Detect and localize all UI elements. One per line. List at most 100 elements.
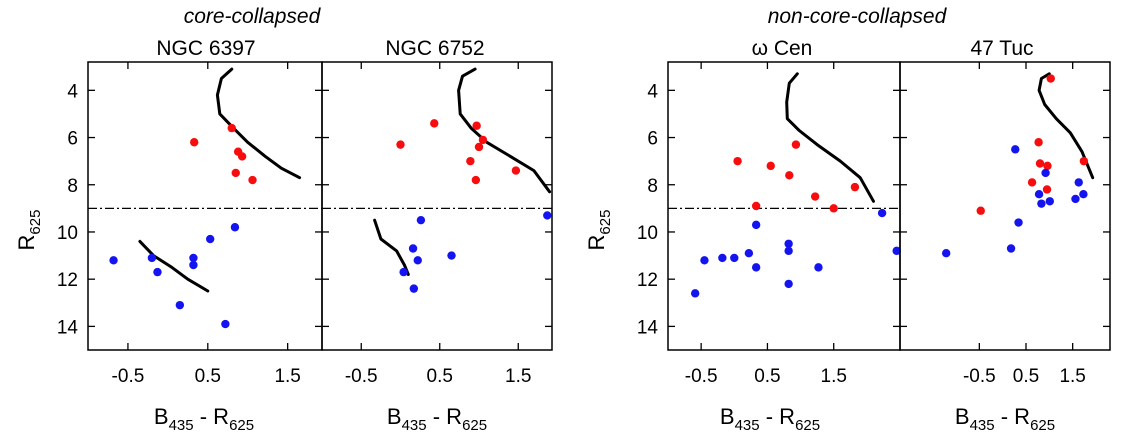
x-axis-label-main: B: [154, 404, 169, 429]
x-tick-label: -0.5: [963, 366, 996, 387]
x-tick-label: -0.5: [685, 366, 718, 387]
x-axis-label-sub1: 435: [735, 417, 760, 434]
red-point: [474, 142, 484, 152]
y-tick-label: 6: [67, 129, 78, 150]
y-axis-label-right: R625: [584, 210, 614, 251]
red-point: [810, 192, 820, 201]
x-axis-label-ngc6397: B435 - R625: [154, 404, 254, 434]
x-axis-label-main: B: [955, 404, 970, 429]
blue-point: [1045, 197, 1055, 206]
group-title-core-collapsed: core-collapsed: [184, 5, 322, 28]
x-axis-label-mid: - R: [194, 404, 229, 429]
x-axis-label-sub1: 435: [402, 417, 427, 434]
x-axis-label-main: B: [387, 404, 402, 429]
isochrone-upper: [785, 72, 875, 203]
blue-point: [1034, 189, 1044, 199]
x-axis-label-sub1: 435: [970, 417, 995, 434]
plot-frame: [321, 61, 553, 351]
x-tick-label: 0.5: [1013, 366, 1039, 387]
red-point: [511, 166, 521, 175]
red-point: [1042, 185, 1052, 194]
x-axis-label-47-tuc: B435 - R625: [955, 404, 1055, 434]
isochrone-upper: [215, 67, 302, 180]
red-point: [1046, 74, 1055, 83]
y-tick-label: 4: [67, 81, 78, 102]
blue-point: [1014, 218, 1023, 227]
x-axis-label-mid: - R: [760, 404, 795, 429]
isochrone-lower: [373, 218, 410, 276]
x-tick-label: 1.5: [1059, 366, 1085, 387]
x-tick-label: 1.5: [505, 366, 531, 387]
y-axis-label-main: R: [14, 235, 39, 251]
red-point: [1034, 138, 1043, 147]
panel-title-ngc6752: NGC 6752: [385, 37, 484, 60]
y-tick-label: 8: [67, 176, 78, 197]
y-tick-label: 6: [647, 129, 658, 150]
blue-point: [408, 244, 418, 253]
blue-point: [189, 253, 198, 263]
x-tick-label: -0.5: [112, 366, 145, 387]
blue-point: [153, 267, 162, 277]
panel-title-omega-cen: ω Cen: [752, 37, 813, 60]
y-axis-label-left: R625: [14, 210, 44, 251]
panel-ngc6397: NGC 6397 -0.5 0.5 1.5 4 6 8 10 12 14: [57, 37, 323, 387]
panel-47-tuc: 47 Tuc -0.5 0.5 1.5: [899, 37, 1111, 387]
blue-point: [230, 223, 240, 232]
blue-point: [784, 279, 793, 289]
panel-title-ngc6397: NGC 6397: [156, 37, 255, 60]
blue-point: [877, 208, 887, 218]
red-point: [785, 171, 794, 180]
red-point: [976, 206, 985, 215]
y-tick-label: 14: [57, 317, 79, 338]
x-axis-label-sub2: 625: [462, 417, 487, 434]
red-point: [1079, 156, 1089, 166]
blue-point: [175, 300, 185, 310]
blue-point: [543, 211, 552, 220]
y-axis-label-sub: 625: [27, 210, 44, 235]
y-axis-label-sub: 625: [597, 210, 614, 235]
red-point: [1027, 178, 1037, 187]
x-axis-label-main: B: [720, 404, 735, 429]
blue-point: [690, 289, 700, 298]
y-tick-label: 10: [637, 223, 658, 244]
x-axis-label-omega-cen: B435 - R625: [720, 404, 820, 434]
red-point: [472, 121, 481, 130]
x-axis-label-sub2: 625: [1030, 417, 1055, 434]
red-point: [850, 182, 860, 192]
blue-point: [109, 256, 118, 265]
red-point: [231, 168, 240, 178]
x-tick-label: 0.5: [427, 366, 453, 387]
y-tick-label: 4: [647, 81, 658, 102]
blue-point: [413, 256, 422, 265]
x-axis-label-sub1: 435: [169, 417, 194, 434]
blue-point: [205, 234, 215, 244]
y-tick-label: 14: [637, 317, 659, 338]
blue-point: [221, 319, 230, 329]
blue-point: [147, 253, 157, 263]
plot-frame: [87, 61, 323, 351]
blue-point: [718, 253, 727, 263]
red-point: [751, 201, 761, 211]
blue-point: [700, 256, 709, 265]
x-axis-label-sub2: 625: [229, 417, 254, 434]
blue-point: [1011, 145, 1020, 154]
red-point: [471, 175, 481, 185]
x-tick-label: 0.5: [195, 366, 221, 387]
red-point: [791, 140, 801, 149]
red-point: [766, 161, 775, 171]
red-point: [237, 152, 247, 161]
red-point: [1043, 161, 1052, 171]
y-tick-label: 12: [637, 270, 658, 291]
x-tick-label: 0.5: [754, 366, 780, 387]
blue-point: [1037, 199, 1046, 208]
red-point: [829, 204, 838, 213]
blue-point: [189, 260, 198, 270]
panel-title-47-tuc: 47 Tuc: [970, 37, 1033, 60]
plot-frame: [899, 61, 1111, 351]
blue-point: [942, 249, 951, 258]
red-point: [227, 123, 236, 133]
blue-point: [751, 220, 761, 230]
plot-frame: [667, 61, 901, 351]
blue-point: [447, 251, 456, 260]
blue-point: [730, 253, 739, 263]
